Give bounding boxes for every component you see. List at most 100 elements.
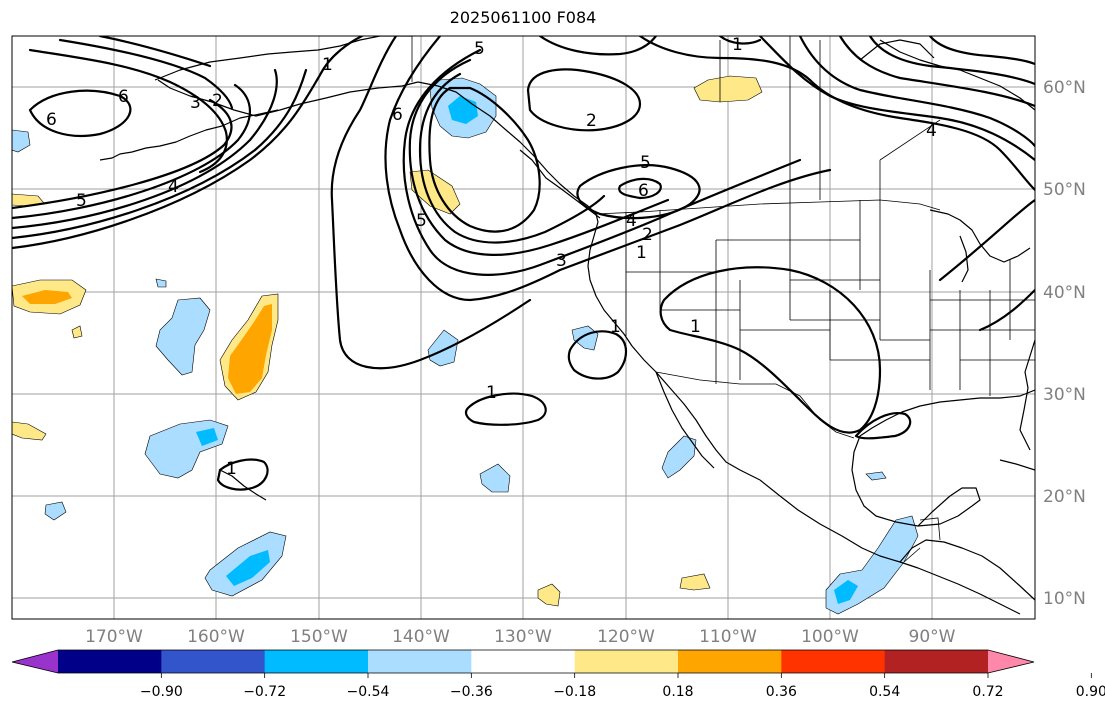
contour-line bbox=[567, 330, 628, 380]
borders bbox=[411, 36, 1035, 563]
contour-lines bbox=[12, 36, 1035, 491]
colorbar-segment bbox=[678, 650, 782, 673]
colorbar-segment bbox=[574, 650, 679, 673]
colorbar-tick-label: 0.72 bbox=[972, 684, 1003, 700]
latitude-labels: 60°N 50°N 40°N 30°N 20°N 10°N bbox=[1043, 78, 1086, 609]
baja-california bbox=[655, 371, 761, 481]
contour-line bbox=[464, 392, 547, 426]
fill-blue bbox=[834, 580, 858, 604]
contour-line bbox=[618, 177, 662, 200]
contour-label: 5 bbox=[416, 211, 427, 231]
contour-label: 1 bbox=[610, 317, 621, 337]
mexico-west-coast bbox=[759, 479, 1021, 615]
contour-line bbox=[868, 36, 1035, 86]
colorbar-tick-label: 0.18 bbox=[662, 684, 693, 700]
contour-label-group: 6 6 5 4 3 2 1 5 6 5 3 2 5 6 4 2 1 1 4 1 … bbox=[46, 36, 937, 479]
map-title: 2025061100 F084 bbox=[449, 8, 597, 27]
colorbar-segment bbox=[884, 650, 989, 673]
contour-line bbox=[384, 36, 832, 302]
aleutian-islands bbox=[99, 109, 279, 161]
contour-line bbox=[928, 36, 1035, 66]
fill-blue bbox=[226, 550, 270, 586]
colorbar-segment bbox=[58, 650, 162, 673]
fill-light-yellow bbox=[12, 421, 47, 441]
contour-line bbox=[418, 72, 606, 244]
colorbar-segment bbox=[471, 650, 576, 673]
longitude-label: 160°W bbox=[187, 627, 245, 647]
contour-line bbox=[12, 83, 252, 220]
colorbar-outline bbox=[11, 649, 1035, 674]
state-lines-west bbox=[625, 200, 931, 390]
cuba bbox=[999, 459, 1035, 471]
alaska-peninsula bbox=[157, 79, 419, 117]
contour-line bbox=[659, 266, 882, 434]
contour-line bbox=[938, 198, 1035, 282]
central-america bbox=[899, 539, 1035, 601]
contour-label: 1 bbox=[322, 55, 333, 75]
contour-label: 5 bbox=[640, 153, 651, 173]
fill-light-blue bbox=[661, 435, 697, 479]
fill-blue bbox=[196, 428, 218, 446]
contour-label: 2 bbox=[586, 111, 597, 131]
fill-light-blue bbox=[479, 463, 511, 493]
longitude-label: 110°W bbox=[699, 627, 757, 647]
contour-label: 6 bbox=[46, 110, 57, 130]
contour-line bbox=[838, 36, 1035, 108]
contour-line bbox=[330, 36, 532, 370]
latitude-label: 60°N bbox=[1043, 78, 1086, 98]
colorbar-tick-label: −0.90 bbox=[140, 684, 183, 700]
fill-light-yellow bbox=[537, 583, 561, 607]
colorbar-tick-label: −0.18 bbox=[553, 684, 596, 700]
colorbar-segment bbox=[161, 650, 266, 673]
longitude-label: 150°W bbox=[290, 627, 348, 647]
yucatan bbox=[917, 487, 981, 527]
contour-line bbox=[216, 458, 269, 491]
contour-line bbox=[758, 36, 1035, 162]
contour-label: 6 bbox=[638, 181, 649, 201]
fill-light-blue bbox=[155, 297, 211, 376]
colorbar-tick-label: 0.54 bbox=[869, 684, 900, 700]
latitude-label: 40°N bbox=[1043, 283, 1086, 303]
contour-label: 2 bbox=[642, 225, 653, 245]
colorbar-tick-label: −0.72 bbox=[243, 684, 286, 700]
contour-line bbox=[638, 36, 1035, 192]
fill-light-blue bbox=[155, 278, 167, 288]
longitude-label: 140°W bbox=[392, 627, 450, 647]
fill-orange bbox=[228, 304, 272, 394]
great-lakes bbox=[929, 209, 1031, 263]
longitude-label: 120°W bbox=[597, 627, 655, 647]
contour-line bbox=[576, 164, 701, 220]
contour-line bbox=[428, 86, 541, 233]
latitude-label: 30°N bbox=[1043, 385, 1086, 405]
contour-line bbox=[58, 38, 234, 110]
contour-line bbox=[98, 36, 212, 68]
contour-label: 6 bbox=[118, 87, 129, 107]
colorbar-tick-label: −0.54 bbox=[347, 684, 390, 700]
longitude-label: 170°W bbox=[85, 627, 143, 647]
contour-label: 3 bbox=[556, 251, 567, 271]
lake-michigan bbox=[959, 235, 969, 283]
contour-line bbox=[526, 68, 642, 132]
contour-line bbox=[12, 36, 364, 250]
contour-label: 1 bbox=[690, 317, 701, 337]
contour-line bbox=[12, 98, 233, 210]
contour-line bbox=[28, 89, 132, 138]
alaska-coast bbox=[154, 36, 412, 81]
colorbar-segments bbox=[12, 650, 1034, 673]
latitude-label: 50°N bbox=[1043, 180, 1086, 200]
canada-provinces bbox=[719, 36, 941, 200]
gulf-coast bbox=[851, 389, 1035, 527]
contour-label: 1 bbox=[636, 243, 647, 263]
contour-label: 5 bbox=[76, 191, 87, 211]
contour-label: 2 bbox=[212, 91, 223, 111]
longitude-labels: 170°W 160°W 150°W 140°W 130°W 120°W 110°… bbox=[85, 627, 956, 647]
contour-label: 3 bbox=[190, 93, 201, 113]
colorbar-segment bbox=[368, 650, 472, 673]
shaded-anomalies bbox=[12, 75, 919, 615]
mexico-states bbox=[903, 517, 941, 563]
latitude-label: 20°N bbox=[1043, 487, 1086, 507]
colorbar-ticks bbox=[160, 673, 1092, 678]
longitude-label: 130°W bbox=[494, 627, 552, 647]
contour-line bbox=[408, 58, 670, 256]
